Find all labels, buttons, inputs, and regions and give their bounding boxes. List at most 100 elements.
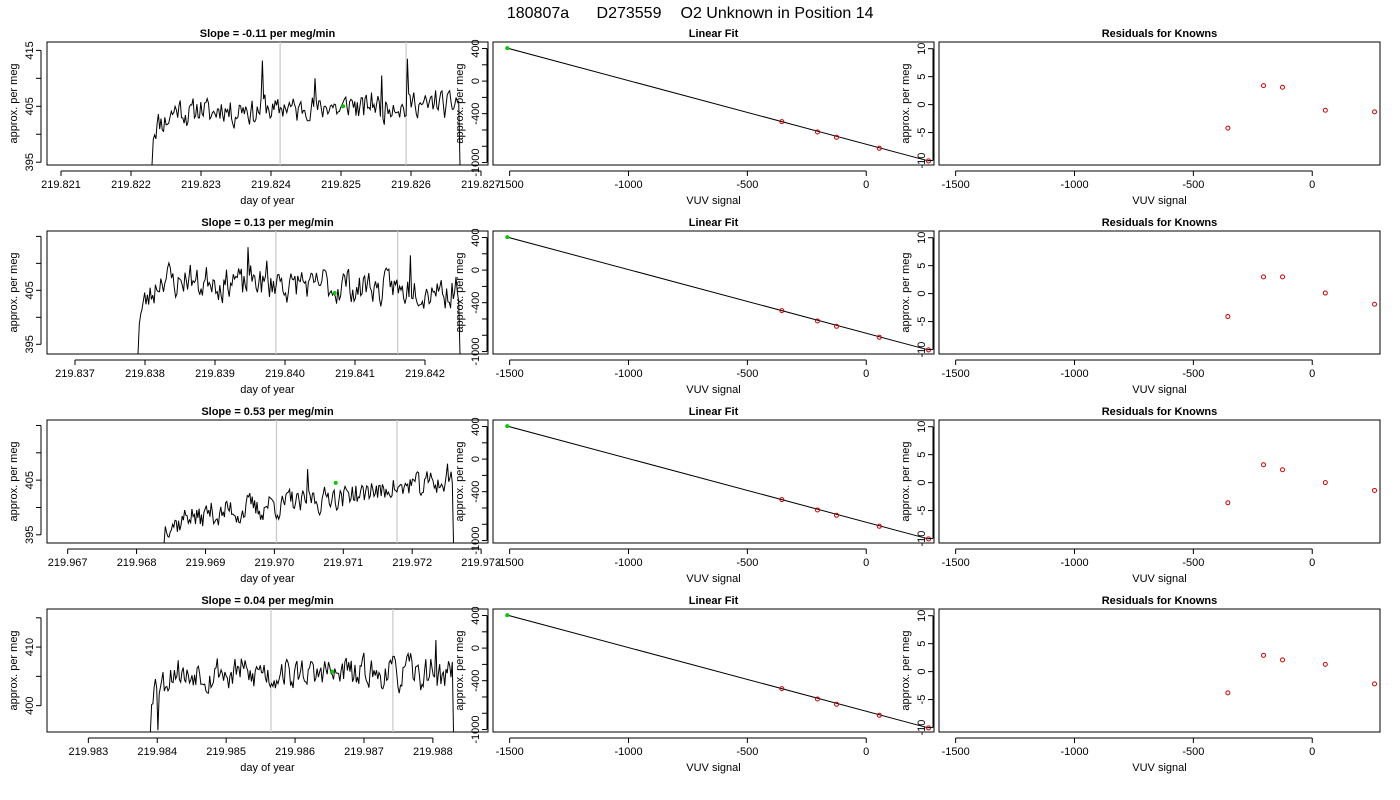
y-axis-label: approx. per meg	[900, 630, 912, 710]
y-tick-label: 0	[916, 669, 928, 675]
plot-area	[505, 424, 932, 542]
plot-frame	[46, 608, 489, 733]
x-tick-label: 219.838	[125, 368, 165, 380]
unknown-mean-marker	[330, 669, 335, 674]
y-tick-label: 10	[916, 421, 928, 433]
y-tick-label: 5	[916, 452, 928, 458]
y-tick-label: 400	[470, 417, 482, 435]
known-point	[1322, 480, 1328, 486]
known-point	[1322, 107, 1328, 113]
x-tick-label: 0	[863, 179, 869, 191]
known-point	[1372, 681, 1378, 687]
panel-2-1: Slope = 0.13 per meg/min 219.837 219.838 21…	[8, 217, 489, 396]
panel-3-3: Residuals for Knowns -1500 -1000 -500 0 VUV s…	[900, 406, 1381, 585]
plot-frame	[938, 608, 1381, 733]
plot-area	[151, 42, 461, 165]
plot-frame	[46, 41, 489, 166]
y-tick-label: -400	[470, 103, 482, 125]
known-point	[815, 507, 821, 513]
x-tick-label: 219.840	[265, 368, 305, 380]
known-point	[1225, 500, 1231, 506]
x-tick-label: -500	[1182, 368, 1204, 380]
panel-title: Residuals for Knowns	[1102, 406, 1218, 418]
x-tick-label: 219.983	[68, 746, 108, 758]
panel-title: Linear Fit	[689, 595, 739, 607]
y-tick-label: -5	[916, 128, 928, 138]
known-point	[1225, 125, 1231, 131]
known-point	[1372, 109, 1378, 115]
panel-title: Linear Fit	[689, 28, 739, 40]
plot-frame	[492, 419, 935, 544]
panels: Slope = -0.11 per meg/min 219.821 219.822 2…	[8, 28, 1381, 774]
x-tick-label: 219.986	[275, 746, 315, 758]
x-tick-label: 219.985	[206, 746, 246, 758]
plot-frame	[938, 419, 1381, 544]
plot-area	[505, 235, 932, 353]
y-tick-label: -5	[916, 317, 928, 327]
unknown-mean-marker	[333, 480, 338, 485]
y-axis-label: approx. per meg	[454, 252, 466, 332]
x-tick-label: 219.972	[392, 557, 432, 569]
y-axis-label: approx. per meg	[8, 630, 20, 710]
panel-1-2: Linear Fit -1500 -1000 -500 0 VUV signal 400 0 -…	[454, 28, 935, 207]
known-point	[1261, 462, 1267, 468]
x-axis-label: VUV signal	[1132, 195, 1186, 207]
panel-title: Slope = 0.04 per meg/min	[201, 595, 334, 607]
x-tick-label: 0	[1309, 746, 1315, 758]
y-tick-label: 0	[916, 480, 928, 486]
x-tick-label: 219.973	[461, 557, 501, 569]
y-tick-label: -1000	[470, 715, 482, 743]
y-tick-label: 395	[24, 526, 36, 544]
y-tick-label: 10	[916, 232, 928, 244]
x-tick-label: 219.826	[391, 179, 431, 191]
x-axis-label: VUV signal	[686, 195, 740, 207]
plot-frame	[46, 419, 489, 544]
x-tick-label: 219.970	[255, 557, 295, 569]
plot-area	[149, 609, 454, 732]
x-tick-label: 219.839	[195, 368, 235, 380]
data-trace	[149, 639, 454, 732]
y-tick-label: -1000	[470, 526, 482, 554]
known-point	[1372, 487, 1378, 493]
known-point	[876, 712, 882, 718]
known-point	[1280, 467, 1286, 473]
x-tick-label: 219.987	[344, 746, 384, 758]
y-tick-label: 415	[24, 41, 36, 59]
y-tick-label: 0	[916, 291, 928, 297]
plot-frame	[492, 608, 935, 733]
plot-area	[137, 231, 461, 354]
x-tick-label: 219.988	[413, 746, 453, 758]
y-tick-label: 405	[24, 281, 36, 299]
y-tick-label: 400	[470, 228, 482, 246]
y-tick-label: 0	[470, 78, 482, 84]
panel-title: Linear Fit	[689, 406, 739, 418]
fit-line	[507, 236, 929, 351]
x-tick-label: 0	[1309, 368, 1315, 380]
y-tick-label: 400	[470, 606, 482, 624]
unknown-mean-marker	[341, 104, 346, 109]
y-tick-label: -5	[916, 695, 928, 705]
x-tick-label: -1500	[942, 557, 970, 569]
data-trace	[137, 247, 461, 354]
y-tick-label: 10	[916, 610, 928, 622]
x-tick-label: 219.837	[55, 368, 95, 380]
known-point	[815, 129, 821, 135]
data-trace	[151, 58, 461, 165]
plot-area	[1225, 462, 1378, 506]
x-axis-label: VUV signal	[1132, 573, 1186, 585]
unknown-point	[505, 613, 510, 618]
known-point	[1322, 290, 1328, 296]
x-axis-label: day of year	[240, 195, 295, 207]
x-tick-label: -1000	[1060, 179, 1088, 191]
y-tick-label: 5	[916, 641, 928, 647]
x-tick-label: -1500	[496, 179, 524, 191]
x-tick-label: -500	[736, 368, 758, 380]
panel-4-1: Slope = 0.04 per meg/min 219.983 219.984 21…	[8, 595, 489, 774]
known-point	[834, 701, 840, 707]
known-point	[815, 696, 821, 702]
y-tick-label: 400	[24, 696, 36, 714]
x-tick-label: -1500	[942, 368, 970, 380]
x-tick-label: -1500	[496, 368, 524, 380]
x-tick-label: -500	[736, 179, 758, 191]
known-point	[815, 318, 821, 324]
